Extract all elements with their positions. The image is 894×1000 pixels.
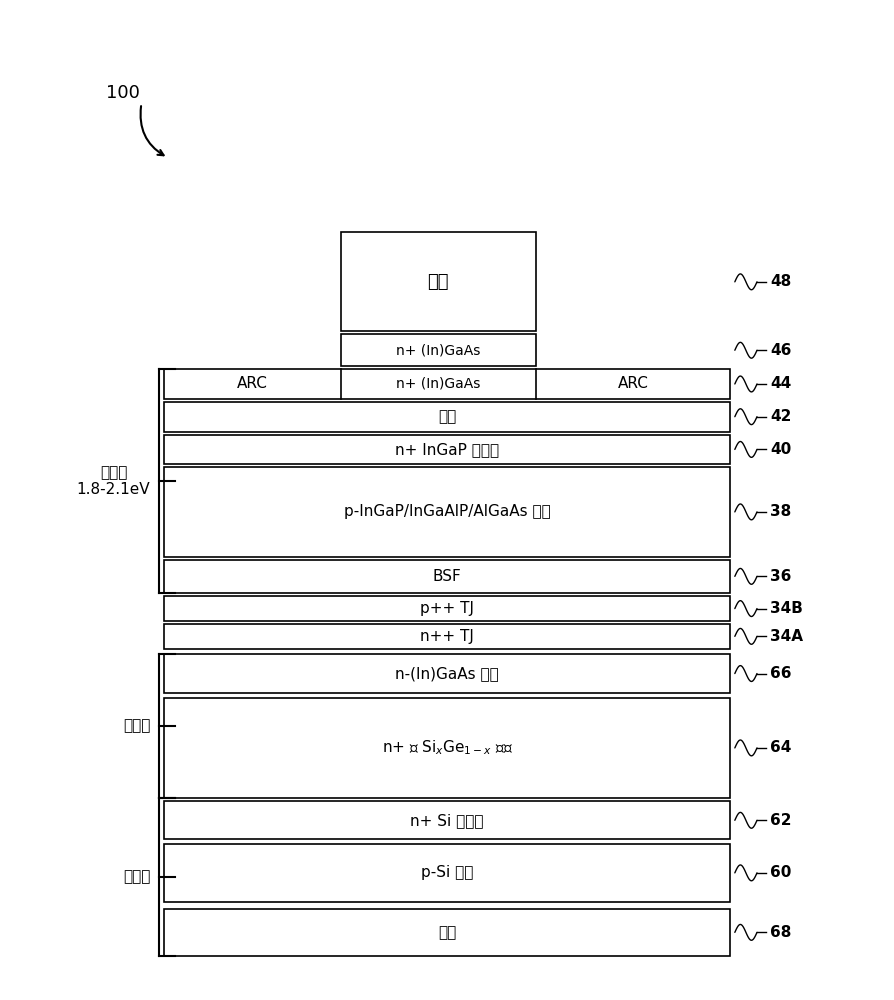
Text: p-InGaP/InGaAlP/AlGaAs 基极: p-InGaP/InGaAlP/AlGaAs 基极	[343, 504, 551, 519]
Text: n++ TJ: n++ TJ	[420, 629, 474, 644]
Bar	[164, 698, 730, 798]
Text: 46: 46	[771, 343, 792, 358]
Bar	[164, 844, 730, 902]
Text: p-Si 基极: p-Si 基极	[421, 865, 473, 880]
Text: p++ TJ: p++ TJ	[420, 601, 474, 616]
Text: n+ Si 发射极: n+ Si 发射极	[410, 813, 484, 828]
Bar	[164, 369, 730, 399]
Text: 42: 42	[771, 409, 792, 424]
Text: n+ 薄 Si$_x$Ge$_{1-x}$ 缓冲: n+ 薄 Si$_x$Ge$_{1-x}$ 缓冲	[382, 739, 512, 757]
Text: 64: 64	[771, 740, 792, 755]
Text: 窗口: 窗口	[438, 409, 456, 424]
Text: 顶电池
1.8-2.1eV: 顶电池 1.8-2.1eV	[77, 465, 150, 497]
Bar	[164, 909, 730, 956]
Text: BSF: BSF	[433, 569, 461, 584]
Bar	[164, 654, 730, 693]
Text: 60: 60	[771, 865, 792, 880]
Bar	[164, 467, 730, 557]
Text: 34A: 34A	[771, 629, 804, 644]
Bar	[341, 334, 536, 366]
Text: 接触: 接触	[427, 273, 449, 291]
Text: n+ (In)GaAs: n+ (In)GaAs	[396, 377, 480, 391]
Text: 38: 38	[771, 504, 791, 519]
Text: ARC: ARC	[618, 376, 648, 391]
Text: 66: 66	[771, 666, 792, 681]
Bar	[341, 232, 536, 331]
Text: 接触: 接触	[438, 925, 456, 940]
Text: 底电池: 底电池	[123, 869, 150, 884]
Text: n+ InGaP 发射极: n+ InGaP 发射极	[395, 442, 499, 457]
Bar	[164, 402, 730, 432]
Bar	[164, 559, 730, 593]
Text: 68: 68	[771, 925, 792, 940]
Text: 40: 40	[771, 442, 791, 457]
Text: 62: 62	[771, 813, 792, 828]
Bar	[164, 624, 730, 649]
Text: 34B: 34B	[771, 601, 803, 616]
Text: 44: 44	[771, 376, 791, 391]
Text: 48: 48	[771, 274, 791, 289]
Text: 36: 36	[771, 569, 792, 584]
Bar	[164, 435, 730, 464]
Text: n-(In)GaAs 缓冲: n-(In)GaAs 缓冲	[395, 666, 499, 681]
Text: 100: 100	[106, 84, 139, 102]
Text: n+ (In)GaAs: n+ (In)GaAs	[396, 343, 480, 357]
Bar	[164, 801, 730, 839]
Bar	[164, 596, 730, 621]
Text: 缓冲层: 缓冲层	[123, 718, 150, 733]
Text: ARC: ARC	[237, 376, 267, 391]
